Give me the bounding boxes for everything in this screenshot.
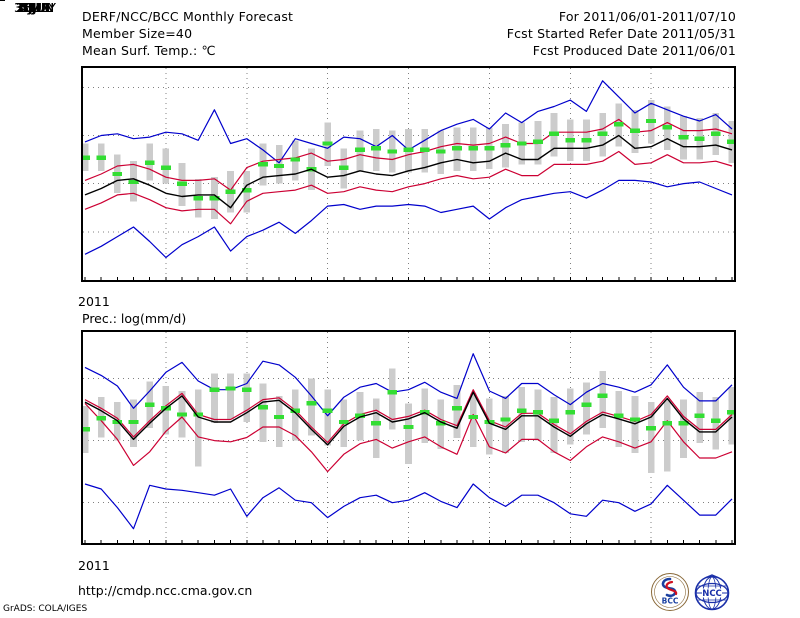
temperature-x-tick-label: 30JUN: [15, 0, 55, 15]
precipitation-x-tick-label: 5JUN: [19, 0, 51, 15]
ncc-logo: NCC: [692, 572, 732, 612]
precipitation-x-tick-label: 5JUL: [21, 0, 49, 15]
temperature-x-tick-label: 20JUN: [15, 0, 55, 15]
temperature-panel-title: Mean Surf. Temp.: ℃: [82, 43, 216, 58]
temperature-x-tick-label: 25JUN: [15, 0, 55, 15]
bcc-logo: BCC: [650, 572, 690, 612]
temperature-plot: [81, 66, 736, 282]
precipitation-x-tick-label: 25JUN: [15, 0, 55, 15]
temperature-y-tick-label: 18: [20, 0, 36, 15]
precipitation-y-tick-mark: [0, 0, 5, 1]
grads-credit: GrADS: COLA/IGES: [3, 604, 88, 614]
precipitation-x-tick-label: 10JUL: [17, 0, 53, 15]
temperature-x-tick-label: 31MAY: [14, 0, 56, 15]
temperature-y-tick-label: 15: [20, 0, 36, 15]
forecast-period-label: For 2011/06/01-2011/07/10: [558, 9, 736, 24]
page-title: DERF/NCC/BCC Monthly Forecast: [82, 9, 294, 24]
member-size-label: Member Size=40: [82, 26, 193, 41]
forecast-produced-date-label: Fcst Produced Date 2011/06/01: [532, 43, 736, 58]
temperature-year-label: 2011: [78, 294, 110, 309]
precipitation-y-tick-label: 1: [28, 0, 36, 15]
temperature-x-tick-label: 15JUN: [15, 0, 55, 15]
precipitation-x-tick-label: 30JUN: [15, 0, 55, 15]
website-url[interactable]: http://cmdp.ncc.cma.gov.cn: [78, 583, 253, 598]
temperature-plot-canvas: [83, 68, 734, 280]
precipitation-x-tick-label: 10JUN: [15, 0, 55, 15]
precipitation-y-tick-label: -1: [23, 0, 36, 15]
svg-text:NCC: NCC: [702, 589, 722, 599]
precipitation-x-tick-label: 31MAY: [14, 0, 56, 15]
precipitation-plot: [81, 330, 736, 545]
precipitation-panel-title: Prec.: log(mm/d): [82, 311, 187, 326]
svg-text:BCC: BCC: [662, 597, 679, 606]
precipitation-y-tick-label: 0: [28, 0, 36, 15]
temperature-y-tick-label: 9: [28, 0, 36, 15]
temperature-x-tick-label: 10JUN: [15, 0, 55, 15]
temperature-y-tick-label: 21: [20, 0, 36, 15]
temperature-x-tick-label: 10JUL: [17, 0, 53, 15]
precipitation-plot-canvas: [83, 332, 734, 543]
precipitation-x-tick-label: 20JUN: [15, 0, 55, 15]
temperature-y-tick-label: 12: [20, 0, 36, 15]
temperature-x-tick-label: 5JUN: [19, 0, 51, 15]
forecast-start-date-label: Fcst Started Refer Date 2011/05/31: [506, 26, 736, 41]
temperature-x-tick-label: 5JUL: [21, 0, 49, 15]
precipitation-x-tick-label: 15JUN: [15, 0, 55, 15]
precipitation-year-label: 2011: [78, 558, 110, 573]
